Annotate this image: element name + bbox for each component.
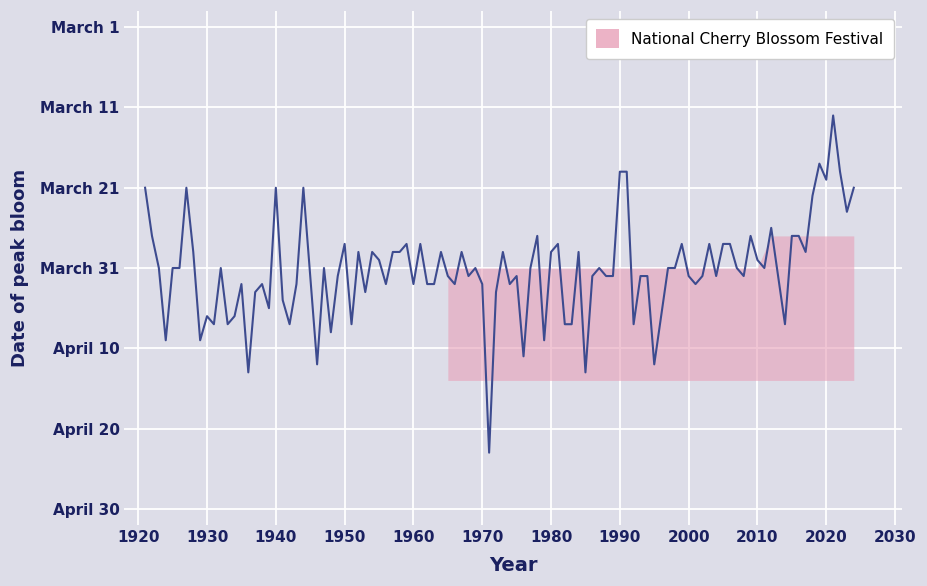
Y-axis label: Date of peak bloom: Date of peak bloom [11, 169, 29, 367]
X-axis label: Year: Year [489, 556, 537, 575]
Legend: National Cherry Blossom Festival: National Cherry Blossom Festival [585, 19, 894, 59]
